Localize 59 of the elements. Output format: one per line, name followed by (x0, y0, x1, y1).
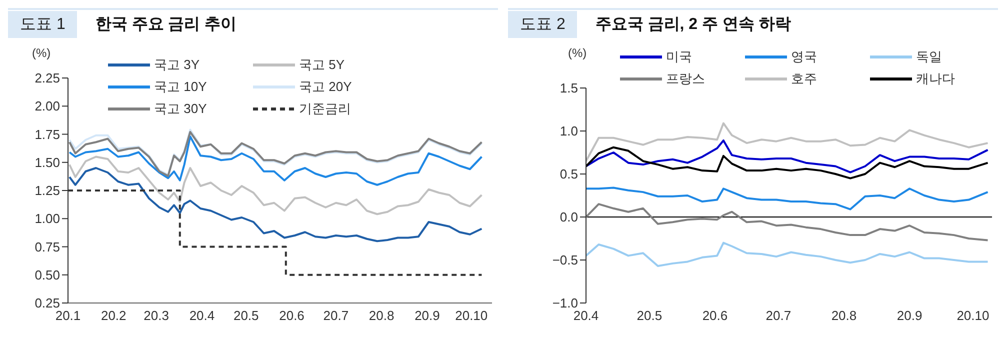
y-tick-label: 2.00 (34, 98, 60, 114)
y-tick-label: 2.25 (34, 70, 60, 86)
line-series (586, 242, 989, 268)
x-tick-label: 20.8 (831, 308, 857, 324)
y-tick-label: 0.0 (560, 210, 578, 225)
legend-label: 영국 (791, 48, 817, 66)
line-series (68, 136, 483, 186)
line-series (586, 139, 989, 174)
x-tick-label: 20.3 (144, 308, 169, 324)
y-tick-label: 1.5 (560, 80, 578, 96)
y-tick-label: 1.0 (560, 124, 578, 139)
chart-title: 주요국 금리, 2 주 연속 하락 (595, 14, 791, 34)
y-tick-label: 1.50 (34, 154, 60, 170)
text: 도표 1 (8, 10, 78, 38)
y-tick-label: 1.25 (34, 183, 60, 198)
text: 도표 2 (508, 10, 578, 38)
legend-label: 국고 20Y (299, 78, 352, 96)
y-tick-label: 0.5 (560, 166, 578, 182)
x-tick-label: 20.6 (279, 308, 304, 324)
line-series (68, 167, 483, 242)
x-tick-label: 20.4 (189, 308, 215, 324)
y-tick-label: 0.75 (34, 239, 60, 254)
x-tick-label: 20.1 (55, 308, 81, 324)
x-tick-label: 20.10 (956, 308, 990, 324)
y-tick-label: 1.00 (34, 211, 60, 226)
legend-label: 프랑스 (666, 70, 705, 88)
line-series (586, 122, 989, 162)
legend-label: 독일 (916, 48, 942, 66)
line-series (586, 186, 989, 210)
x-tick-label: 20.4 (573, 308, 599, 324)
legend-label: 미국 (666, 48, 692, 66)
y-axis-title: (%) (32, 46, 51, 60)
legend-label: 국고 10Y (154, 78, 207, 96)
x-tick-label: 20.5 (233, 308, 259, 324)
x-tick-label: 20.10 (455, 308, 488, 324)
line-series (586, 203, 989, 242)
x-tick-label: 20.2 (100, 308, 126, 324)
y-tick-label: 0.25 (34, 296, 60, 311)
legend-label: 호주 (791, 70, 817, 88)
line-series (68, 156, 483, 216)
legend-label: 기준금리 (299, 100, 351, 118)
x-tick-label: 20.9 (896, 308, 922, 324)
legend-label: 국고 3Y (154, 56, 200, 74)
x-tick-label: 20.7 (766, 308, 792, 324)
x-tick-label: 20.5 (636, 308, 662, 324)
legend-label: 캐나다 (916, 70, 955, 88)
x-tick-label: 20.6 (702, 308, 728, 324)
line-series (586, 146, 989, 180)
chart-title: 한국 주요 금리 추이 (95, 14, 237, 34)
y-tick-label: −0.5 (552, 252, 578, 268)
x-tick-label: 20.7 (323, 308, 349, 324)
y-axis-title: (%) (568, 46, 587, 60)
x-tick-label: 20.9 (414, 308, 440, 324)
x-tick-label: 20.8 (368, 308, 394, 324)
y-tick-label: −1.0 (552, 296, 578, 311)
legend-label: 국고 5Y (299, 56, 345, 74)
y-tick-label: 0.50 (34, 267, 60, 282)
legend-label: 국고 30Y (154, 100, 207, 118)
y-tick-label: 1.75 (34, 126, 60, 142)
